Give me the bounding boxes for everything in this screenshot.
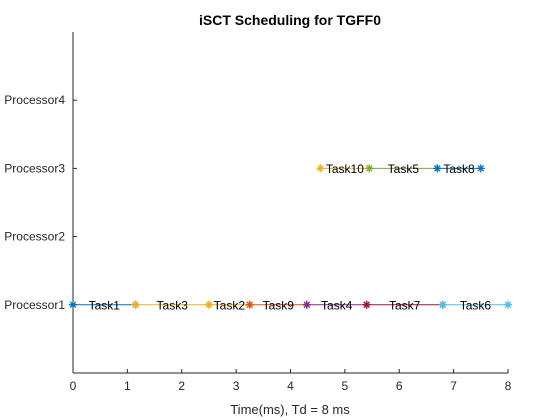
task-marker (365, 164, 373, 172)
x-tick-label: 6 (396, 379, 403, 393)
task-marker (433, 164, 441, 172)
plot-area: 0 1 2 3 4 5 6 7 8 Processor1 Processor2 Processor3 P… (4, 32, 512, 393)
task-label: Task4 (321, 298, 353, 312)
task-label: Task3 (157, 298, 189, 312)
task-label: Task7 (389, 298, 421, 312)
y-tick-label: Processor4 (4, 93, 65, 107)
y-tick-label: Processor2 (4, 230, 65, 244)
task-marker (477, 164, 485, 172)
chart-title: iSCT Scheduling for TGFF0 (199, 12, 381, 28)
task-label: Task2 (214, 298, 246, 312)
x-axis-label: Time(ms), Td = 8 ms (230, 402, 350, 417)
y-tick-label: Processor1 (4, 298, 65, 312)
x-tick-label: 2 (178, 379, 185, 393)
task-marker (303, 301, 311, 309)
task-marker (132, 301, 140, 309)
x-tick-label: 0 (70, 379, 77, 393)
x-tick-label: 1 (124, 379, 131, 393)
x-tick-label: 5 (342, 379, 349, 393)
task-marker (439, 301, 447, 309)
x-tick-label: 7 (450, 379, 457, 393)
task-label: Task6 (460, 298, 492, 312)
task-label: Task9 (263, 298, 295, 312)
task-label: Task8 (443, 162, 475, 176)
task-label: Task1 (89, 298, 121, 312)
x-tick-label: 8 (505, 379, 512, 393)
task-label: Task5 (388, 162, 420, 176)
y-tick-label: Processor3 (4, 161, 65, 175)
task-marker (69, 301, 77, 309)
task-marker (316, 164, 324, 172)
x-tick-label: 4 (287, 379, 294, 393)
task-marker (246, 301, 254, 309)
x-tick-label: 3 (233, 379, 240, 393)
task-marker (205, 301, 213, 309)
task-marker (504, 301, 512, 309)
task-marker (363, 301, 371, 309)
task-label: Task10 (326, 162, 364, 176)
